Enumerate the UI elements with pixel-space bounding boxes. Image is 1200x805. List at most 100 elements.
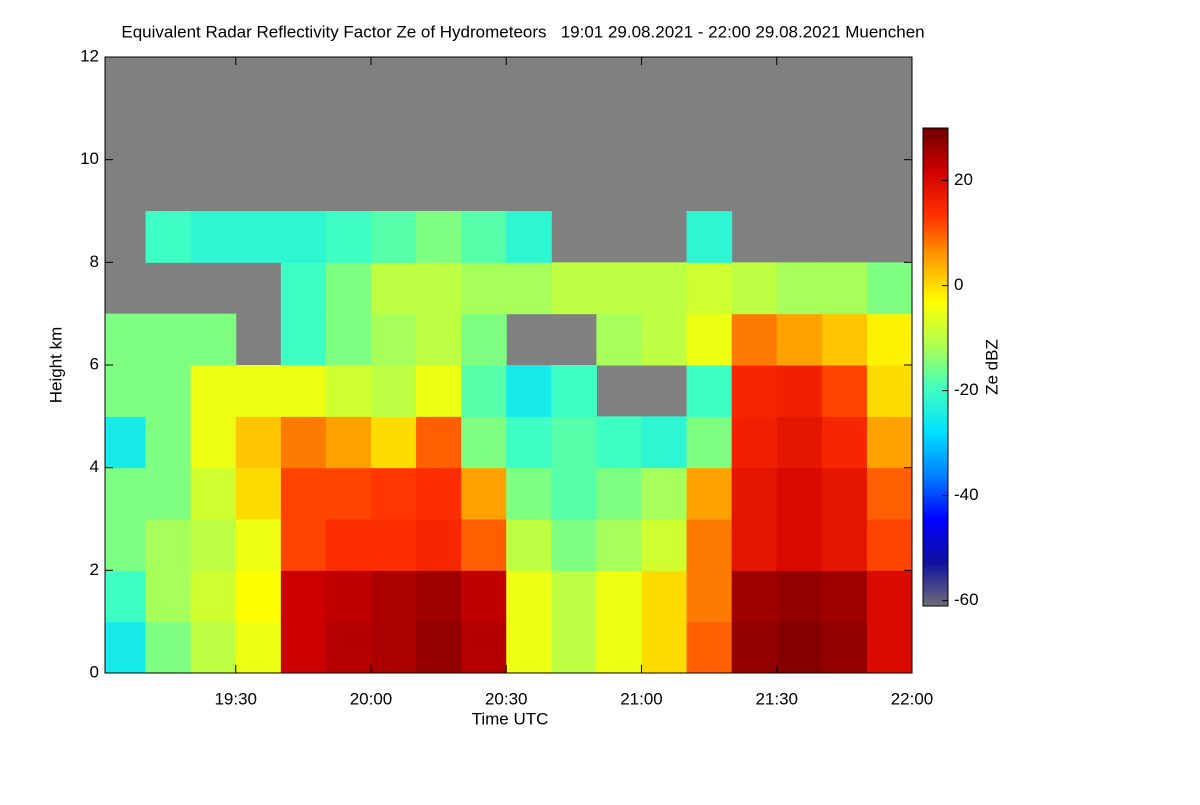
heatmap-cell (325, 313, 372, 366)
heatmap-cell (325, 211, 372, 263)
heatmap-cell (325, 416, 372, 469)
heatmap-cell (145, 313, 192, 366)
heatmap-cell (325, 621, 372, 674)
heatmap-cell (416, 570, 462, 623)
heatmap-cell (235, 211, 282, 263)
heatmap-cell (641, 621, 688, 674)
heatmap-cell (641, 467, 688, 520)
heatmap-cell (325, 519, 372, 571)
heatmap-cell (325, 467, 372, 520)
heatmap-cell (370, 467, 417, 520)
heatmap-cell (416, 313, 462, 366)
heatmap-cell (235, 519, 282, 571)
y-tick-label: 4 (90, 457, 99, 476)
y-tick-label: 12 (80, 46, 99, 65)
heatmap-cell (776, 313, 823, 366)
heatmap-cell (280, 570, 327, 623)
heatmap-cell (190, 467, 237, 520)
heatmap-cell (686, 262, 733, 315)
heatmap-cell (731, 365, 778, 417)
heatmap-cell (776, 621, 823, 674)
heatmap-cell (416, 621, 462, 674)
chart-title: Equivalent Radar Reflectivity Factor Ze … (121, 22, 924, 41)
heatmap-cell (416, 519, 462, 571)
heatmap-cell (370, 211, 417, 263)
heatmap-cell (776, 467, 823, 520)
heatmap-cell (506, 211, 552, 263)
heatmap-cell (105, 570, 147, 623)
heatmap-cell (190, 416, 237, 469)
heatmap-cell (461, 570, 507, 623)
colorbar-tick-label: -40 (954, 485, 979, 504)
heatmap-cell (416, 416, 462, 469)
heatmap-cell (370, 313, 417, 366)
heatmap-cell (686, 519, 733, 571)
x-tick-label: 21:30 (755, 689, 798, 708)
heatmap-cell (551, 262, 597, 315)
heatmap-cell (776, 262, 823, 315)
y-tick-label: 8 (90, 252, 99, 271)
heatmap-cell (105, 365, 147, 417)
heatmap-cell (416, 365, 462, 417)
heatmap-cell (461, 467, 507, 520)
heatmap-cell (506, 467, 552, 520)
heatmap-cell (280, 262, 327, 315)
heatmap-cell (370, 519, 417, 571)
heatmap-cell (866, 570, 913, 623)
heatmap-cell (821, 416, 868, 469)
heatmap-cell (461, 365, 507, 417)
heatmap-cell (506, 570, 552, 623)
heatmap-cell (461, 519, 507, 571)
x-tick-label: 19:30 (214, 689, 257, 708)
heatmap-cell (866, 365, 913, 417)
heatmap-cell (416, 211, 462, 263)
heatmap-cell (370, 621, 417, 674)
colorbar-label: Ze dBZ (982, 339, 1001, 395)
heatmap-cell (235, 621, 282, 674)
heatmap-cell (506, 262, 552, 315)
colorbar-tick-label: -60 (954, 590, 979, 609)
y-tick-label: 6 (90, 354, 99, 373)
heatmap-cell (596, 621, 642, 674)
heatmap-cell (821, 519, 868, 571)
heatmap-cell (866, 262, 913, 315)
heatmap-cell (596, 467, 642, 520)
y-axis-label: Height km (46, 327, 65, 404)
heatmap-cell (145, 519, 192, 571)
heatmap-cell (821, 621, 868, 674)
colorbar (922, 127, 949, 607)
heatmap-cell (461, 313, 507, 366)
heatmap-cell (370, 365, 417, 417)
heatmap-cell (461, 262, 507, 315)
heatmap-cell (866, 621, 913, 674)
heatmap-cell (821, 467, 868, 520)
heatmap-cell (821, 365, 868, 417)
y-tick-label: 0 (90, 662, 99, 681)
x-tick-label: 20:30 (485, 689, 528, 708)
heatmap-cell (641, 313, 688, 366)
heatmap-cell (235, 467, 282, 520)
heatmap-cell (551, 467, 597, 520)
heatmap-cell (641, 416, 688, 469)
heatmap-cell (686, 416, 733, 469)
heatmap-cell (325, 262, 372, 315)
heatmap-cell (596, 416, 642, 469)
heatmap-cell (190, 621, 237, 674)
heatmap-cell (190, 211, 237, 263)
heatmap-cell (461, 416, 507, 469)
heatmap-cell (731, 467, 778, 520)
colorbar-tick-label: 20 (954, 170, 973, 189)
heatmap-cell (776, 365, 823, 417)
heatmap-cell (551, 365, 597, 417)
heatmap-cell (416, 262, 462, 315)
heatmap-cell (280, 313, 327, 366)
heatmap-cell (280, 365, 327, 417)
heatmap-cell (776, 570, 823, 623)
heatmap-cell (190, 570, 237, 623)
heatmap-cell (145, 365, 192, 417)
heatmap-cell (866, 519, 913, 571)
heatmap-cell (145, 211, 192, 263)
heatmap-cell (551, 519, 597, 571)
heatmap-cell (235, 365, 282, 417)
heatmap-cell (105, 519, 147, 571)
